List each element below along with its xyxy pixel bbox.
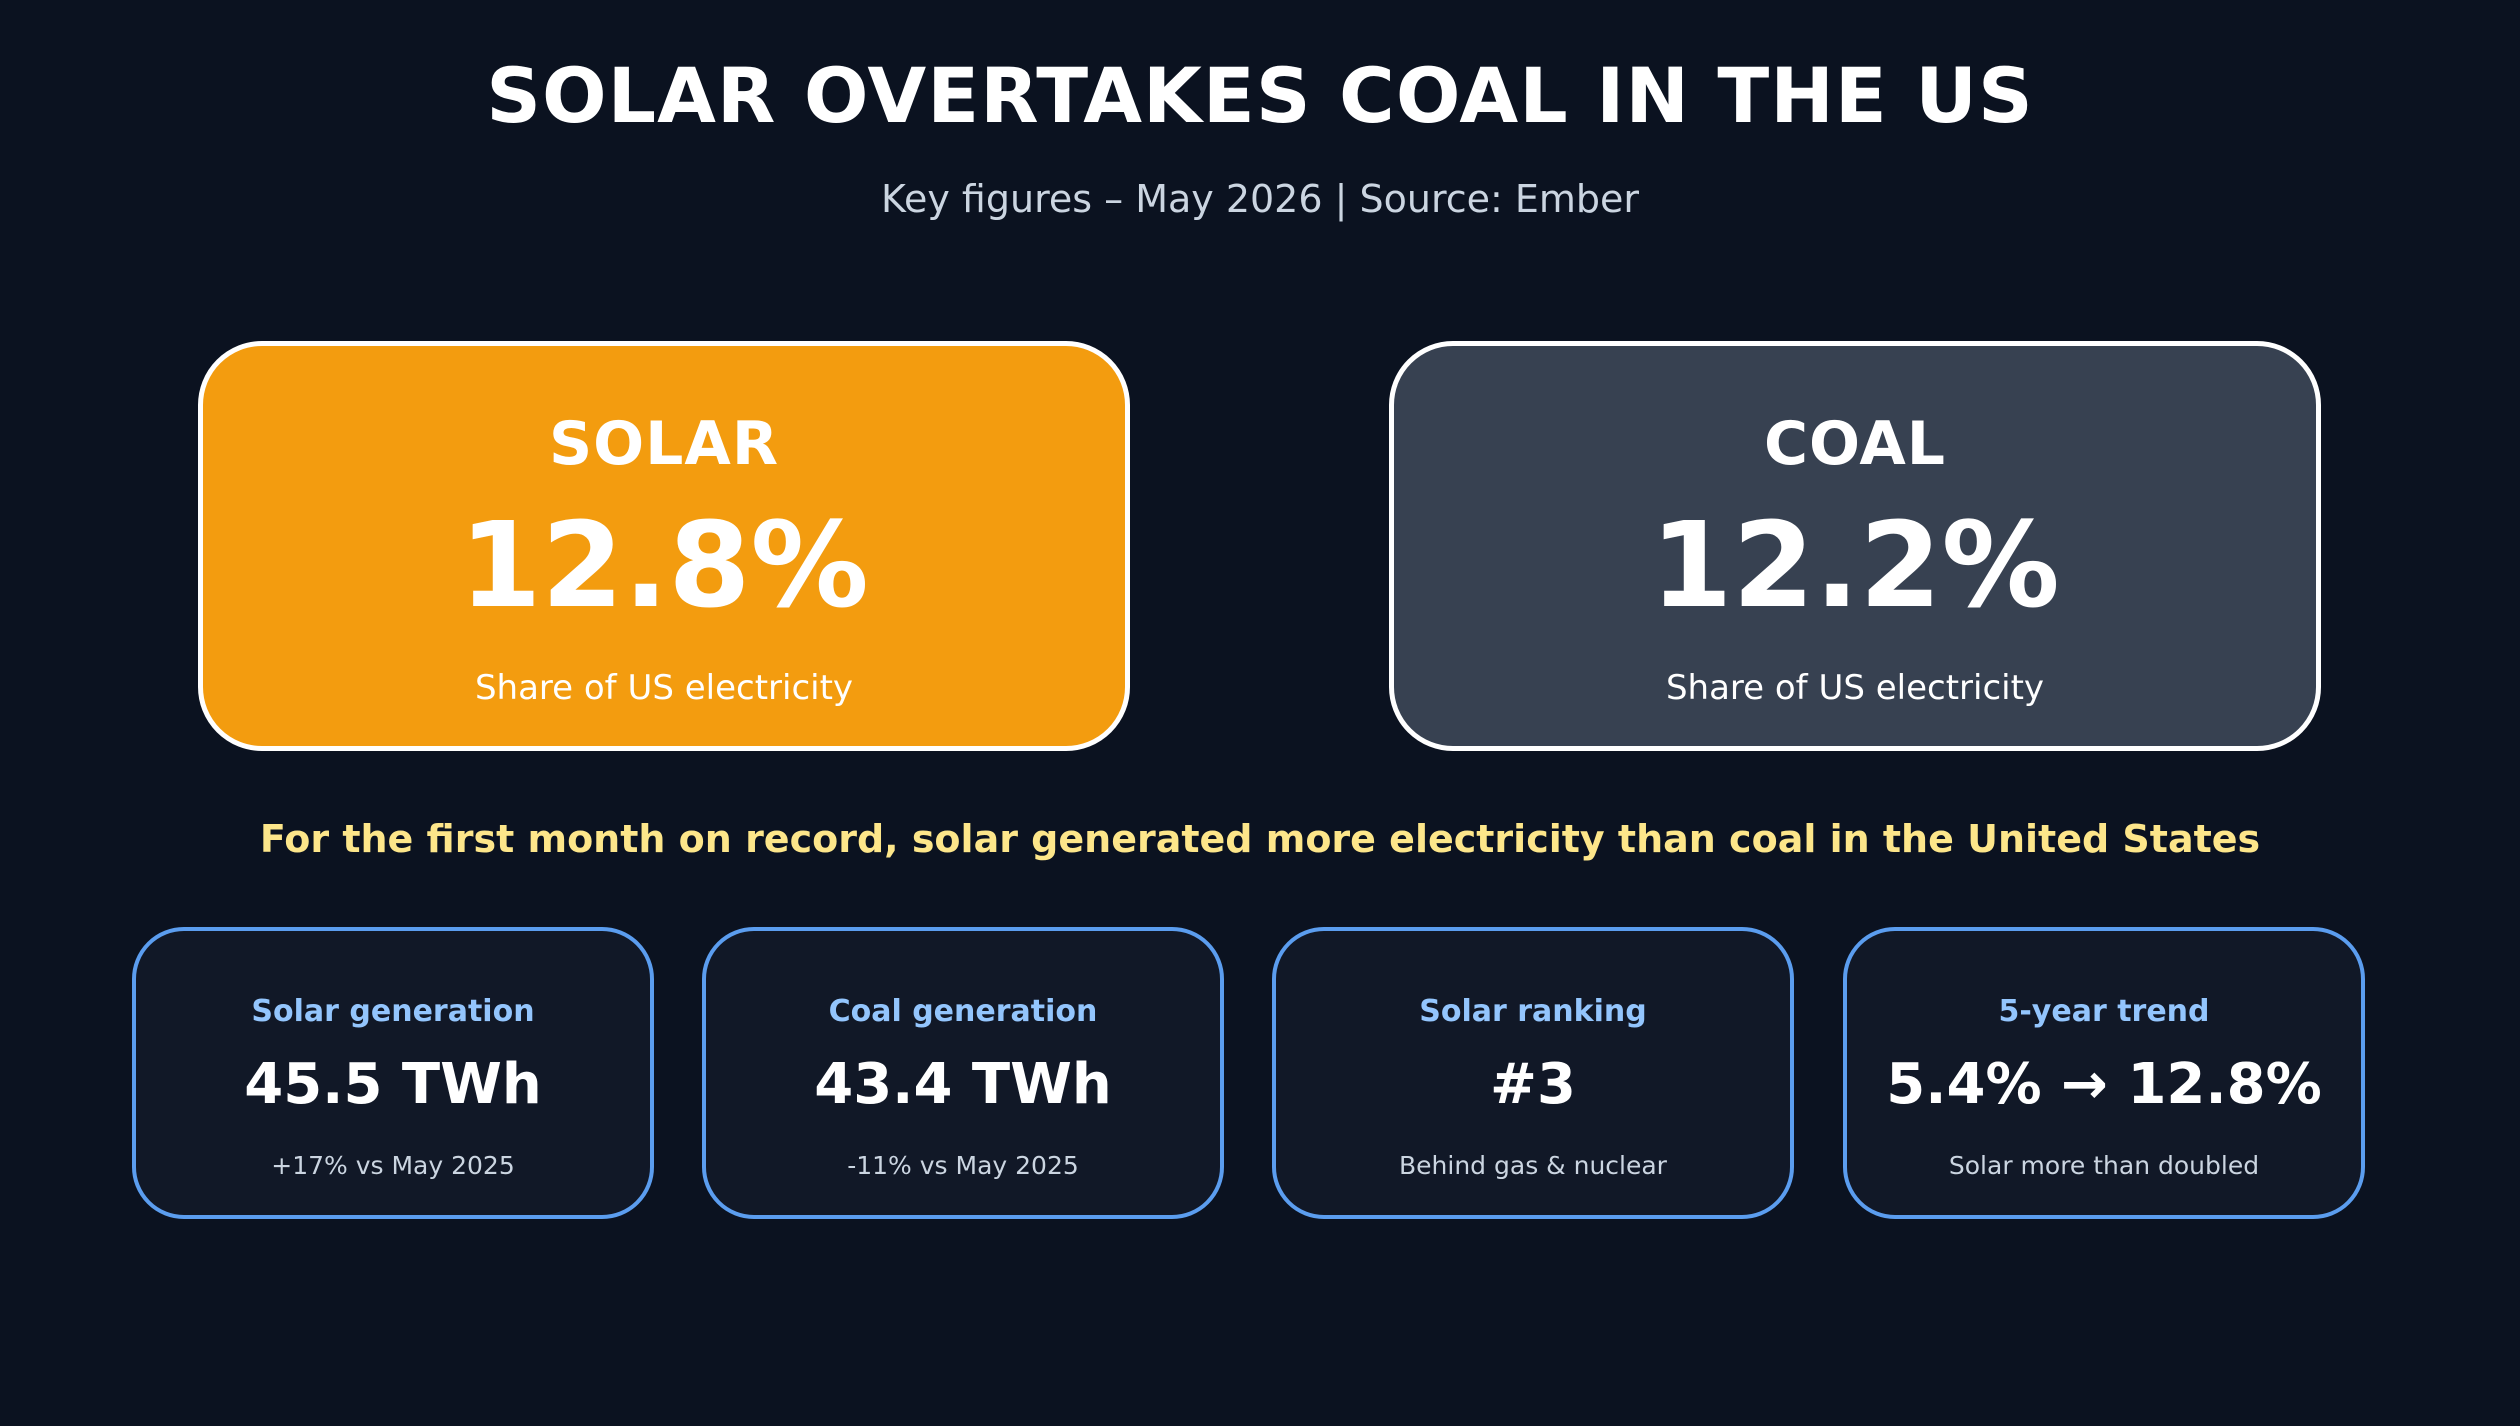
page-title: SOLAR OVERTAKES COAL IN THE US xyxy=(486,51,2034,140)
stat-card-coal-generation: Coal generation 43.4 TWh -11% vs May 202… xyxy=(702,927,1224,1219)
stat-value: #3 xyxy=(1490,1052,1576,1117)
coal-share-card: COAL 12.2% Share of US electricity xyxy=(1389,341,2321,751)
coal-card-label: COAL xyxy=(1763,409,1947,479)
solar-share-card: SOLAR 12.8% Share of US electricity xyxy=(198,341,1130,751)
stat-label: Coal generation xyxy=(828,994,1098,1029)
stat-card-five-year-trend: 5-year trend 5.4% → 12.8% Solar more tha… xyxy=(1843,927,2365,1219)
stat-label: Solar generation xyxy=(251,994,535,1029)
stat-value: 43.4 TWh xyxy=(814,1052,1112,1117)
solar-card-label: SOLAR xyxy=(548,409,780,479)
coal-card-value: 12.2% xyxy=(1650,496,2060,634)
stat-card-solar-ranking: Solar ranking #3 Behind gas & nuclear xyxy=(1272,927,1794,1219)
solar-card-caption: Share of US electricity xyxy=(474,668,854,708)
stat-card-solar-generation: Solar generation 45.5 TWh +17% vs May 20… xyxy=(132,927,654,1219)
stat-note: -11% vs May 2025 xyxy=(847,1151,1079,1180)
stat-label: 5-year trend xyxy=(1998,994,2210,1029)
page-subtitle: Key figures – May 2026 | Source: Ember xyxy=(880,177,1640,221)
stat-note: Behind gas & nuclear xyxy=(1399,1151,1667,1180)
stat-note: Solar more than doubled xyxy=(1948,1151,2260,1180)
coal-card-caption: Share of US electricity xyxy=(1665,668,2045,708)
stat-value: 5.4% → 12.8% xyxy=(1886,1052,2322,1117)
stat-value: 45.5 TWh xyxy=(244,1052,542,1117)
solar-card-value: 12.8% xyxy=(459,496,869,634)
stat-note: +17% vs May 2025 xyxy=(271,1151,515,1180)
stat-label: Solar ranking xyxy=(1419,994,1647,1029)
headline-text: For the first month on record, solar gen… xyxy=(259,817,2261,861)
